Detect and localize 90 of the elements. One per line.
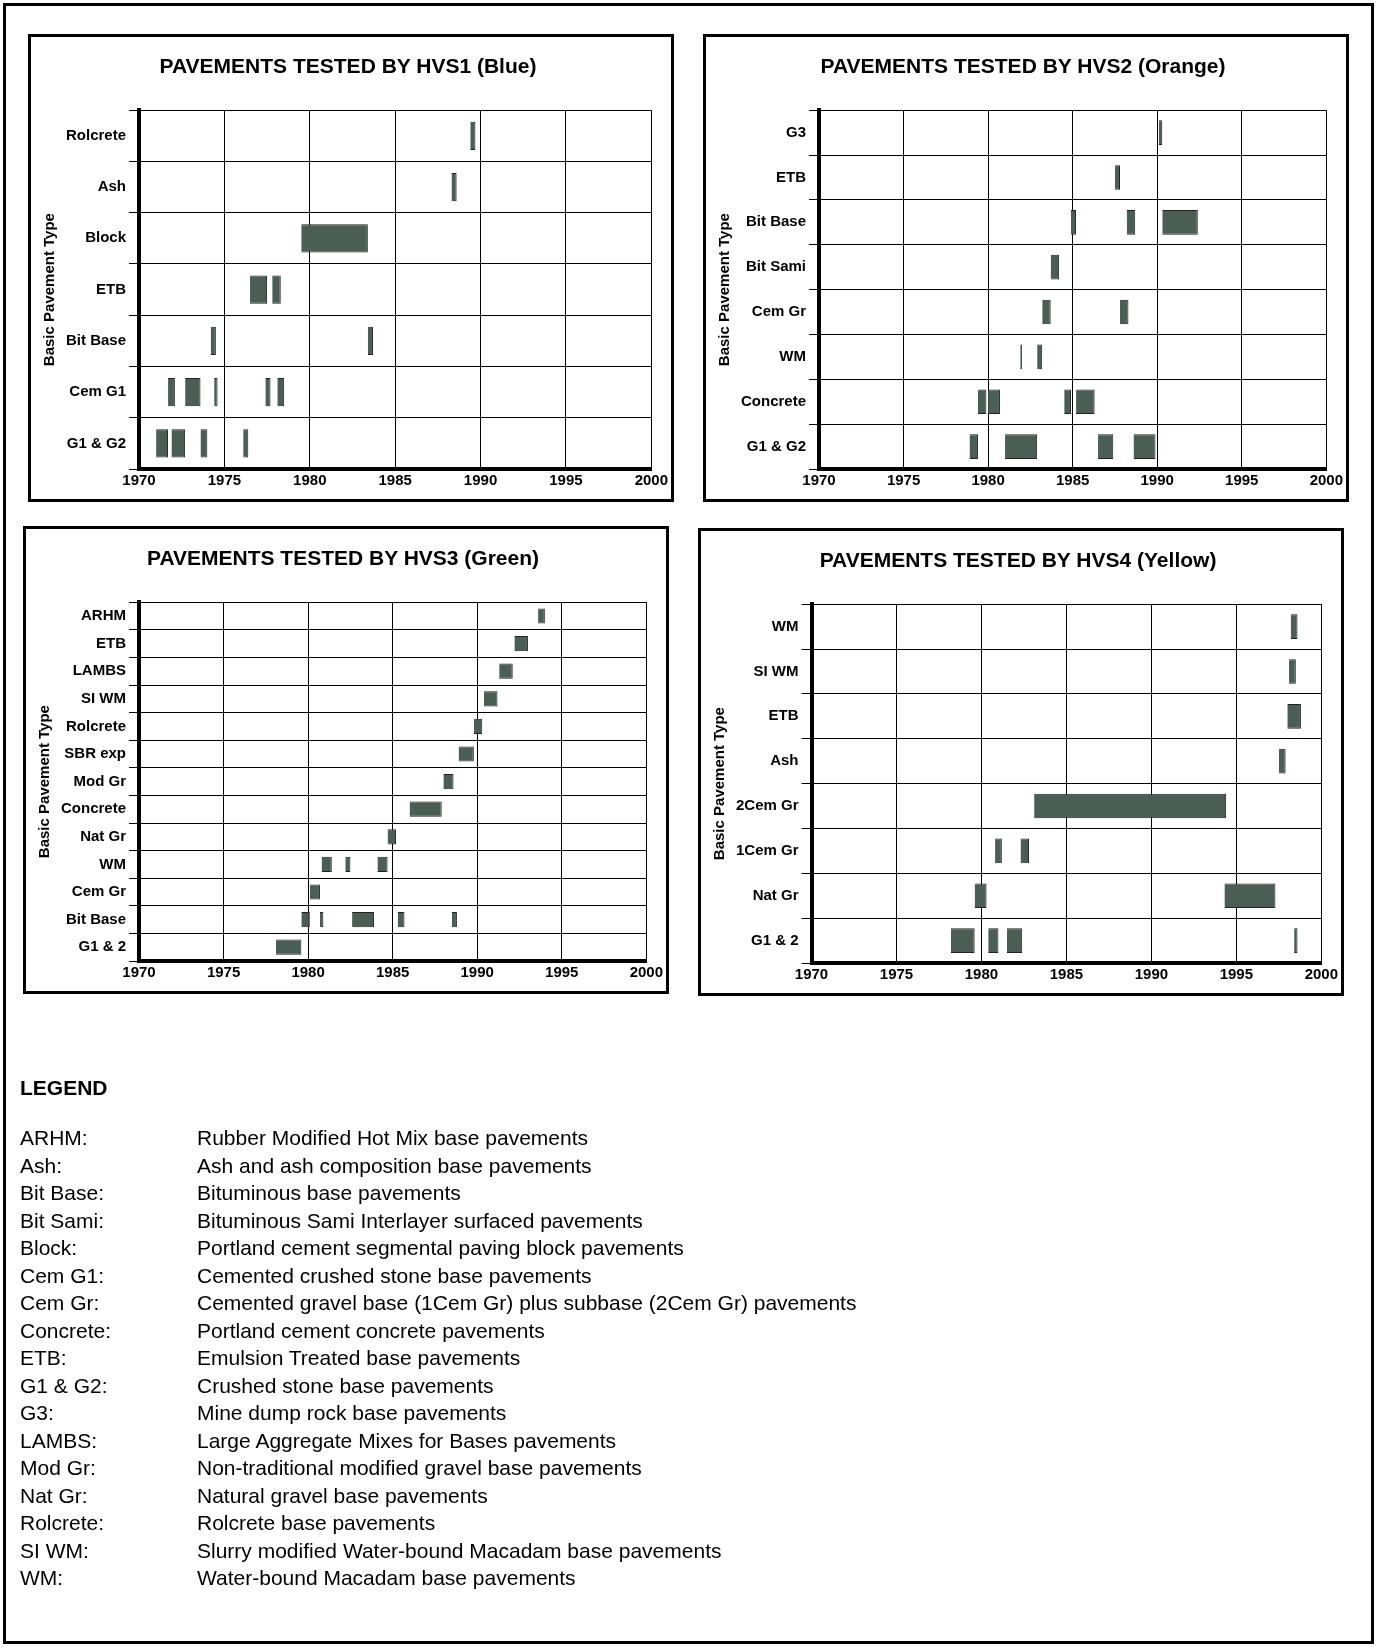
y-tick-label: Bit Base xyxy=(745,212,807,230)
y-tick-label: Rolcrete xyxy=(65,716,127,734)
y-tick-label: Concrete xyxy=(740,391,807,409)
y-tick-label: G1 & 2 xyxy=(78,937,127,955)
text: Cem G1: Cemented crushed stone base pavements xyxy=(20,1263,592,1287)
text: LEGEND xyxy=(20,1076,109,1100)
y-tick-label: Bit Base xyxy=(65,909,127,927)
y-axis-title: Basic Pavement Type xyxy=(35,705,53,859)
x-tick-label: 1970 xyxy=(802,471,836,489)
text: ARHM: Rubber Modified Hot Mix base pavements xyxy=(20,1126,589,1149)
text: Ash: Ash and ash composition base pavements xyxy=(20,1153,592,1177)
y-tick-label: Cem Gr xyxy=(751,302,807,320)
text: Cem Gr: Cemented gravel base (1Cem Gr) plus subbase (2Cem Gr) pavements xyxy=(20,1291,857,1314)
text: WM: Water-bound Macadam base pavements xyxy=(20,1566,576,1589)
y-tick-label: WM xyxy=(771,616,799,634)
x-tick-label: 1990 xyxy=(1140,471,1174,489)
y-axis-title: Basic Pavement Type xyxy=(715,213,733,367)
y-tick-label: WM xyxy=(99,854,127,872)
y-tick-label: Bit Sami xyxy=(746,257,807,275)
text: ETB: Emulsion Treated base pavements xyxy=(20,1346,521,1369)
y-tick-label: Nat Gr xyxy=(80,826,127,844)
chart-title: PAVEMENTS TESTED BY HVS2 (Orange) xyxy=(820,54,1226,78)
y-tick-label: SI WM xyxy=(81,688,127,706)
x-tick-label: 1990 xyxy=(460,963,494,981)
x-tick-label: 1990 xyxy=(1134,965,1169,983)
y-tick-label: G1 & 2 xyxy=(751,930,799,948)
x-tick-label: 1985 xyxy=(378,471,412,489)
y-tick-label: Bit Base xyxy=(65,331,127,348)
x-tick-label: 2000 xyxy=(1304,965,1338,983)
text: G3: Mine dump rock base pavements xyxy=(20,1401,507,1424)
x-tick-label: 1990 xyxy=(463,471,498,489)
y-tick-label: Ash xyxy=(97,177,127,195)
y-tick-label: Cem Gr xyxy=(71,882,127,900)
y-tick-label: ETB xyxy=(776,167,807,185)
x-tick-label: 1995 xyxy=(1219,965,1254,983)
x-tick-label: 1970 xyxy=(122,471,156,489)
y-tick-label: LAMBS xyxy=(72,661,127,679)
chart-title: PAVEMENTS TESTED BY HVS3 (Green) xyxy=(146,546,540,570)
text: Concrete: Portland cement concrete pavements xyxy=(20,1318,545,1342)
text: Mod Gr: Non-traditional modified gravel base pavements xyxy=(20,1456,642,1479)
y-axis-title: Basic Pavement Type xyxy=(40,213,58,367)
x-tick-label: 2000 xyxy=(1309,471,1343,489)
x-tick-label: 1985 xyxy=(1049,965,1084,983)
text: LAMBS: Large Aggregate Mixes for Bases pavements xyxy=(20,1428,617,1452)
y-tick-label: Nat Gr xyxy=(752,885,799,903)
chart-title: PAVEMENTS TESTED BY HVS4 (Yellow) xyxy=(819,548,1217,572)
y-tick-label: Block xyxy=(85,228,127,246)
y-tick-label: Rolcrete xyxy=(65,125,127,143)
y-tick-label: G1 & G2 xyxy=(66,433,127,451)
text: SI WM: Slurry modified Water-bound Macadam base pavements xyxy=(20,1538,722,1562)
y-tick-label: ETB xyxy=(96,279,127,297)
x-tick-label: 1975 xyxy=(886,471,921,489)
x-tick-label: 1970 xyxy=(122,963,156,981)
text: Bit Sami: Bituminous Sami Interlayer surfaced pavements xyxy=(20,1208,643,1232)
text: Bit Base: Bituminous base pavements xyxy=(20,1181,461,1204)
y-tick-label: 2Cem Gr xyxy=(736,796,799,814)
x-tick-label: 1985 xyxy=(375,963,410,981)
text: Rolcrete: Rolcrete base pavements xyxy=(20,1511,436,1534)
x-tick-label: 2000 xyxy=(634,471,668,489)
y-tick-label: WM xyxy=(779,347,807,365)
chart-title: PAVEMENTS TESTED BY HVS1 (Blue) xyxy=(159,54,537,78)
y-tick-label: 1Cem Gr xyxy=(736,841,799,859)
y-axis-title: Basic Pavement Type xyxy=(710,707,728,861)
y-tick-label: Mod Gr xyxy=(73,771,127,789)
x-tick-label: 1985 xyxy=(1055,471,1090,489)
x-tick-label: 1980 xyxy=(291,963,325,981)
x-tick-label: 1995 xyxy=(545,963,579,981)
text: Block: Portland cement segmental paving block pavements xyxy=(20,1236,684,1259)
y-tick-label: ETB xyxy=(768,706,799,724)
x-tick-label: 1980 xyxy=(971,471,1005,489)
y-tick-label: ETB xyxy=(96,633,127,651)
y-tick-label: G1 & G2 xyxy=(746,436,807,454)
y-tick-label: SBR exp xyxy=(64,744,127,762)
y-tick-label: Ash xyxy=(770,751,799,769)
y-tick-label: SI WM xyxy=(753,661,799,679)
text: Nat Gr: Natural gravel base pavements xyxy=(20,1483,488,1507)
x-tick-label: 1970 xyxy=(794,965,829,983)
x-tick-label: 1975 xyxy=(206,963,241,981)
y-tick-label: Cem G1 xyxy=(69,382,127,400)
y-tick-label: Concrete xyxy=(60,799,127,817)
y-tick-label: G3 xyxy=(786,122,807,140)
text: G1 & G2: Crushed stone base pavements xyxy=(20,1373,494,1397)
x-tick-label: 1995 xyxy=(549,471,583,489)
x-tick-label: 1975 xyxy=(879,965,914,983)
x-tick-label: 1975 xyxy=(207,471,242,489)
x-tick-label: 1980 xyxy=(964,965,999,983)
x-tick-label: 1980 xyxy=(293,471,327,489)
y-tick-label: ARHM xyxy=(81,606,127,624)
x-tick-label: 1995 xyxy=(1225,471,1259,489)
x-tick-label: 2000 xyxy=(629,963,663,981)
